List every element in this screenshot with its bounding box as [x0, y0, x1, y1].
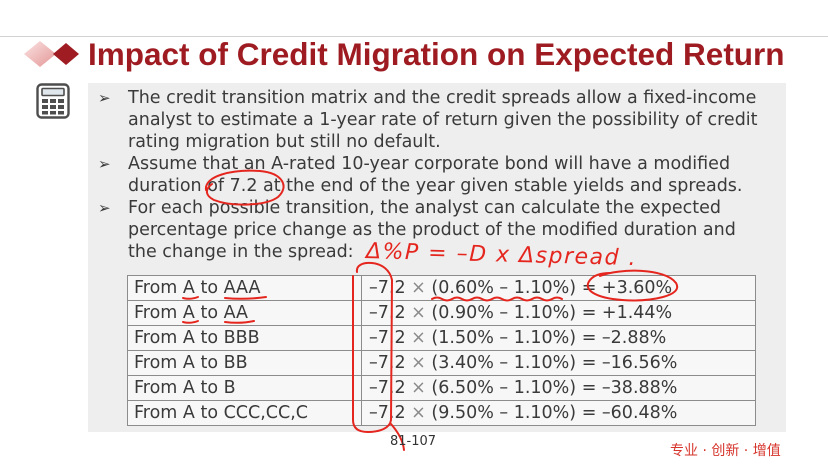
- calculation-cell: –7.2 × (3.40% – 1.10%) = –16.56%: [361, 350, 756, 376]
- price-change-calculation: (3.40% – 1.10%) = –16.56%: [431, 353, 678, 373]
- modified-duration: –7.2: [369, 303, 406, 323]
- modified-duration: –7.2: [369, 378, 406, 398]
- modified-duration: –7.2: [369, 403, 406, 423]
- bullet-item: ➢ Assume that an A-rated 10-year corpora…: [98, 153, 778, 197]
- table-row: From A to AAA –7.2 × (0.60% – 1.10%) = +…: [127, 275, 756, 301]
- price-change-calculation: (0.60% – 1.10%) = +3.60%: [431, 278, 673, 298]
- transition-cell: From A to B: [127, 375, 362, 401]
- modified-duration: –7.2: [369, 353, 406, 373]
- price-change-calculation: (1.50% – 1.10%) = –2.88%: [431, 328, 667, 348]
- price-change-calculation: (9.50% – 1.10%) = –60.48%: [431, 403, 678, 423]
- transition-cell: From A to BB: [127, 350, 362, 376]
- multiply-operator: ×: [411, 353, 426, 373]
- multiply-operator: ×: [411, 403, 426, 423]
- calculation-cell: –7.2 × (6.50% – 1.10%) = –38.88%: [361, 375, 756, 401]
- price-change-calculation: (0.90% – 1.10%) = +1.44%: [431, 303, 673, 323]
- table-row: From A to BBB –7.2 × (1.50% – 1.10%) = –…: [127, 325, 756, 351]
- transition-cell: From A to CCC,CC,C: [127, 400, 362, 426]
- transition-cell: From A to BBB: [127, 325, 362, 351]
- bullet-line: percentage price change as the product o…: [128, 220, 736, 240]
- modified-duration: –7.2: [369, 278, 406, 298]
- calculation-cell: –7.2 × (0.60% – 1.10%) = +3.60%: [361, 275, 756, 301]
- bullet-line: rating migration but still no default.: [128, 132, 441, 152]
- calculation-cell: –7.2 × (9.50% – 1.10%) = –60.48%: [361, 400, 756, 426]
- footer-slogan: 专业 · 创新 · 增值: [670, 443, 781, 459]
- multiply-operator: ×: [411, 278, 426, 298]
- table-row: From A to B –7.2 × (6.50% – 1.10%) = –38…: [127, 375, 756, 401]
- bullet-arrow-icon: ➢: [98, 155, 111, 173]
- transition-cell: From A to AAA: [127, 275, 362, 301]
- bullet-arrow-icon: ➢: [98, 199, 111, 217]
- page-number: 81-107: [390, 434, 437, 449]
- bullet-line: For each possible transition, the analys…: [128, 198, 721, 218]
- table-row: From A to AA –7.2 × (0.90% – 1.10%) = +1…: [127, 300, 756, 326]
- transition-cell: From A to AA: [127, 300, 362, 326]
- calculation-cell: –7.2 × (0.90% – 1.10%) = +1.44%: [361, 300, 756, 326]
- table-row: From A to CCC,CC,C –7.2 × (9.50% – 1.10%…: [127, 400, 756, 426]
- multiply-operator: ×: [411, 378, 426, 398]
- bullet-arrow-icon: ➢: [98, 89, 111, 107]
- migration-table: From A to AAA –7.2 × (0.60% – 1.10%) = +…: [127, 275, 756, 426]
- table-row: From A to BB –7.2 × (3.40% – 1.10%) = –1…: [127, 350, 756, 376]
- bullet-list: ➢ The credit transition matrix and the c…: [98, 87, 778, 263]
- price-change-calculation: (6.50% – 1.10%) = –38.88%: [431, 378, 678, 398]
- bullet-item: ➢ The credit transition matrix and the c…: [98, 87, 778, 153]
- top-divider: [0, 36, 828, 37]
- slide-title: Impact of Credit Migration on Expected R…: [88, 36, 785, 72]
- calculation-cell: –7.2 × (1.50% – 1.10%) = –2.88%: [361, 325, 756, 351]
- bullet-line: duration of 7.2 at the end of the year g…: [128, 176, 743, 196]
- bullet-line: analyst to estimate a 1-year rate of ret…: [128, 110, 758, 130]
- bullet-line: the change in the spread:: [128, 242, 354, 262]
- bullet-line: Assume that an A-rated 10-year corporate…: [128, 154, 731, 174]
- bullet-line: The credit transition matrix and the cre…: [128, 88, 757, 108]
- calculator-icon: [36, 83, 70, 119]
- modified-duration: –7.2: [369, 328, 406, 348]
- diamond-icon: [24, 41, 79, 67]
- multiply-operator: ×: [411, 328, 426, 348]
- multiply-operator: ×: [411, 303, 426, 323]
